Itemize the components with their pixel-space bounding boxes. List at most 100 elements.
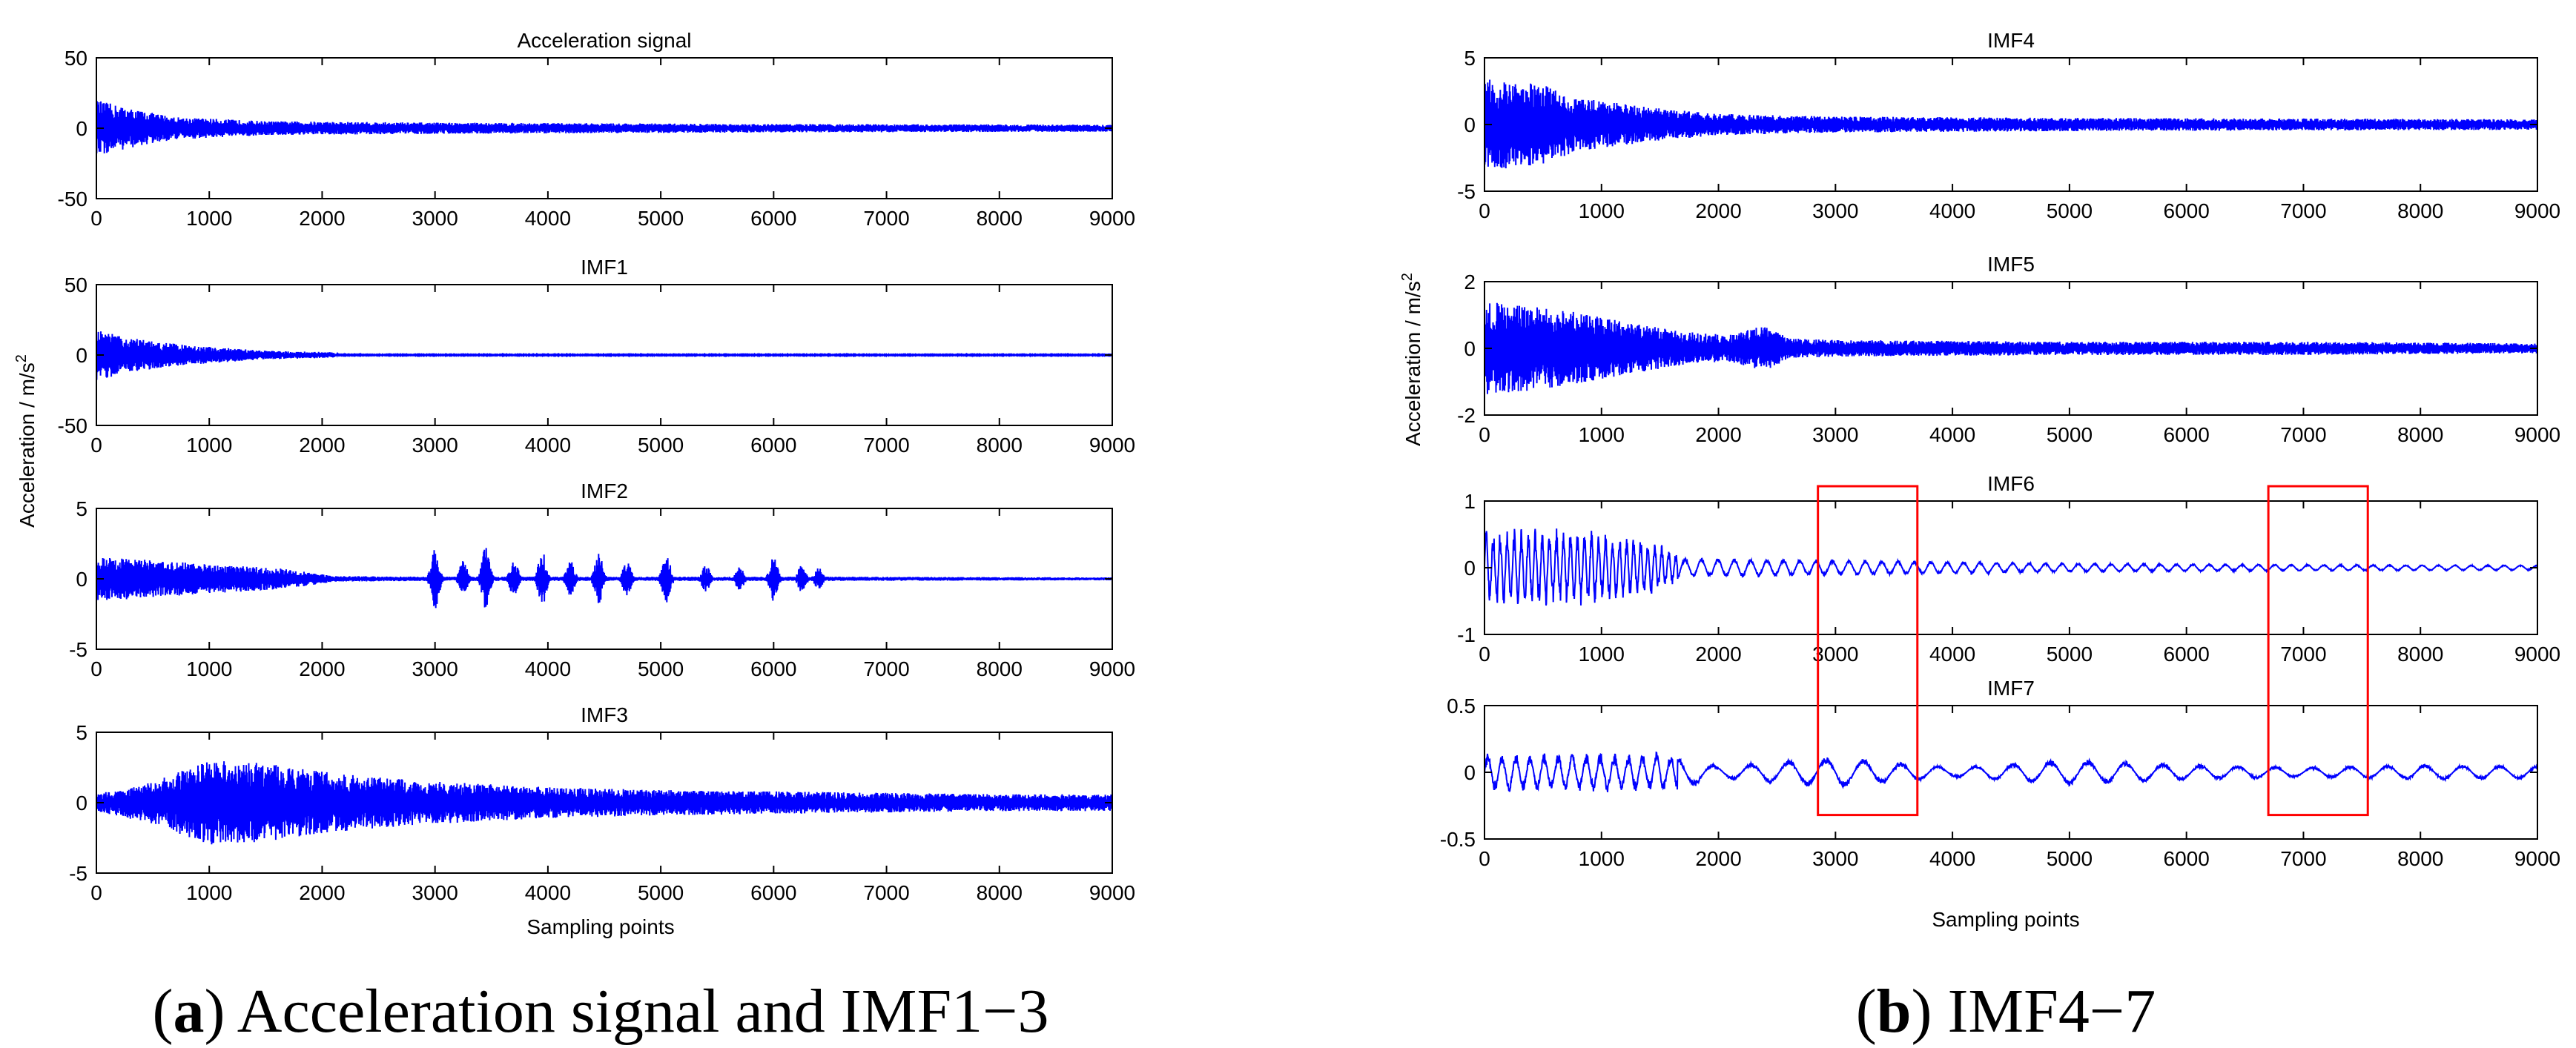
y-tick-label: 5 (76, 721, 87, 744)
x-tick-label: 0 (90, 657, 102, 680)
x-tick-label: 1000 (186, 881, 232, 904)
x-tick-label: 1000 (186, 434, 232, 457)
x-tick-label: 3000 (412, 657, 458, 680)
subplot-title-imf2: IMF2 (581, 480, 628, 503)
x-tick-label: 7000 (2280, 643, 2326, 666)
x-tick-label: 4000 (1929, 423, 1975, 446)
x-tick-label: 3000 (1812, 423, 1858, 446)
x-tick-label: 5000 (2047, 199, 2093, 222)
subplot-imf3: IMF3 0 1000 2000 3000 4000 5000 6000 7000 8000 900… (69, 703, 1135, 904)
x-tick-label: 9000 (1089, 434, 1135, 457)
x-tick-label: 6000 (2164, 199, 2210, 222)
panel-b-caption: (b) IMF4−7 (1856, 977, 2156, 1046)
x-tick-label: 8000 (2397, 199, 2443, 222)
subplot-title-imf1: IMF1 (581, 256, 628, 279)
series-line-imf4 (1484, 79, 2538, 169)
x-tick-label: 6000 (750, 657, 796, 680)
x-tick-label: 5000 (2047, 847, 2093, 870)
series-line-imf5 (1484, 302, 2538, 394)
x-tick-label: 5000 (638, 881, 684, 904)
x-tick-label: 8000 (2397, 847, 2443, 870)
y-tick-label: -5 (1457, 180, 1476, 203)
x-tick-label: 7000 (863, 881, 909, 904)
x-tick-label: 6000 (2164, 643, 2210, 666)
x-tick-label: 9000 (1089, 881, 1135, 904)
subplot-imf4: IMF4 0 1000 2000 3000 4000 5000 6000 7000 8000 900… (1457, 29, 2560, 222)
x-tick-label: 1000 (1579, 643, 1625, 666)
subplot-imf5: IMF5 0 1000 2000 3000 4000 5000 6000 7000 8000 900… (1457, 253, 2560, 446)
x-tick-label: 6000 (2164, 847, 2210, 870)
series-line-imf7 (1484, 751, 2538, 792)
panel-a-ylabel: Acceleration / m/s2 (13, 354, 39, 528)
y-tick-label: 0 (1464, 557, 1476, 580)
x-tick-label: 4000 (525, 881, 571, 904)
y-tick-label: -50 (58, 414, 87, 437)
y-tick-label: 0 (76, 117, 87, 140)
x-tick-label: 7000 (2280, 199, 2326, 222)
subplot-title-acc: Acceleration signal (517, 29, 691, 52)
series-line-imf6 (1484, 528, 2538, 606)
y-tick-label: 2 (1464, 271, 1476, 293)
x-tick-label: 4000 (525, 657, 571, 680)
subplot-imf1: IMF1 0 1000 2000 3000 4000 5000 6000 7000 8000 900… (58, 256, 1136, 457)
panel-a-caption: (a) Acceleration signal and IMF1−3 (152, 977, 1048, 1046)
x-tick-label: 0 (90, 207, 102, 230)
x-tick-label: 0 (1479, 423, 1490, 446)
highlight-box-2 (2267, 485, 2369, 817)
subplot-title-imf3: IMF3 (581, 703, 628, 726)
x-tick-label: 1000 (1579, 423, 1625, 446)
x-tick-label: 7000 (863, 434, 909, 457)
x-tick-label: 9000 (2514, 199, 2560, 222)
y-tick-label: 0 (76, 344, 87, 367)
x-tick-label: 8000 (2397, 643, 2443, 666)
subplot-title-imf6: IMF6 (1987, 472, 2035, 495)
x-tick-label: 2000 (1695, 847, 1741, 870)
x-tick-label: 5000 (638, 207, 684, 230)
x-tick-label: 1000 (186, 207, 232, 230)
x-tick-label: 4000 (1929, 847, 1975, 870)
x-tick-label: 0 (1479, 643, 1490, 666)
x-tick-label: 2000 (299, 881, 345, 904)
x-tick-label: 6000 (750, 207, 796, 230)
y-tick-label: 50 (65, 47, 87, 70)
x-tick-label: 5000 (2047, 423, 2093, 446)
y-tick-label: -1 (1457, 623, 1476, 646)
x-tick-label: 3000 (412, 881, 458, 904)
y-tick-label: 0 (76, 568, 87, 591)
series-line-acc (96, 101, 1113, 153)
y-tick-label: -50 (58, 188, 87, 210)
subplot-imf7: IMF7 0 1000 2000 3000 4000 5000 6000 7000 8000 900… (1440, 677, 2560, 870)
y-tick-label: 50 (65, 273, 87, 296)
x-tick-label: 7000 (863, 657, 909, 680)
subplot-imf6: IMF6 0 1000 2000 3000 4000 5000 6000 7000 8000 900… (1457, 472, 2560, 666)
x-tick-label: 3000 (412, 434, 458, 457)
x-tick-label: 5000 (2047, 643, 2093, 666)
x-tick-label: 0 (1479, 847, 1490, 870)
x-tick-label: 7000 (863, 207, 909, 230)
x-tick-label: 1000 (1579, 199, 1625, 222)
x-tick-label: 8000 (2397, 423, 2443, 446)
panel-b-ylabel: Acceleration / m/s2 (1399, 273, 1424, 446)
x-tick-label: 9000 (1089, 207, 1135, 230)
x-tick-label: 1000 (186, 657, 232, 680)
x-tick-label: 9000 (2514, 847, 2560, 870)
x-tick-label: 8000 (977, 207, 1023, 230)
y-tick-label: 5 (1464, 47, 1476, 70)
x-tick-label: 2000 (299, 434, 345, 457)
panel-a-xlabel: Sampling points (526, 915, 674, 938)
panel-b-xlabel: Sampling points (1932, 908, 2079, 931)
x-tick-label: 0 (90, 881, 102, 904)
x-tick-label: 6000 (2164, 423, 2210, 446)
x-tick-label: 9000 (2514, 643, 2560, 666)
x-tick-label: 5000 (638, 657, 684, 680)
y-tick-label: 0 (1464, 337, 1476, 360)
x-tick-label: 8000 (977, 657, 1023, 680)
x-tick-label: 2000 (1695, 199, 1741, 222)
x-tick-label: 6000 (750, 881, 796, 904)
x-tick-label: 7000 (2280, 423, 2326, 446)
x-tick-label: 7000 (2280, 847, 2326, 870)
subplot-title-imf4: IMF4 (1987, 29, 2035, 52)
x-tick-label: 3000 (1812, 199, 1858, 222)
